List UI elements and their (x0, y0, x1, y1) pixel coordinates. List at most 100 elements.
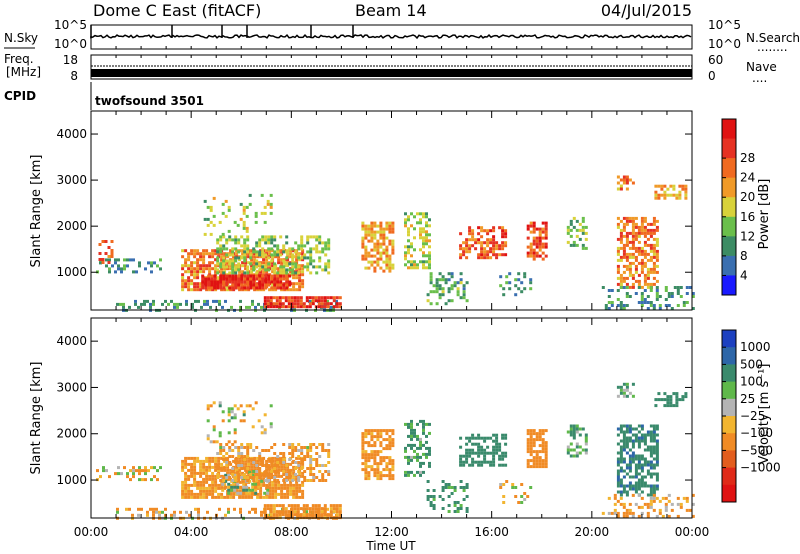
heatmap-cell (646, 493, 650, 497)
heatmap-cell (231, 262, 235, 266)
heatmap-cell (382, 242, 386, 246)
heatmap-cell (326, 305, 330, 309)
heatmap-cell (227, 419, 231, 423)
heatmap-cell (622, 514, 626, 518)
heatmap-cell (616, 267, 620, 271)
heatmap-cell (631, 511, 635, 515)
heatmap-cell (231, 467, 235, 470)
heatmap-cell (532, 242, 536, 246)
heatmap-cell (241, 495, 245, 499)
heatmap-cell (572, 433, 576, 437)
heatmap-cell (526, 227, 530, 231)
heatmap-cell (382, 468, 386, 472)
heatmap-cell (263, 431, 267, 435)
heatmap-cell (276, 479, 280, 482)
heatmap-cell (578, 433, 582, 437)
heatmap-cell (190, 468, 194, 472)
heatmap-cell (297, 461, 301, 464)
heatmap-cell (277, 255, 281, 259)
heatmap-cell (234, 235, 238, 239)
heatmap-cell (287, 302, 291, 306)
heatmap-cell (410, 263, 413, 267)
heatmap-cell (622, 243, 626, 247)
heatmap-cell (220, 267, 224, 271)
heatmap-cell (619, 307, 623, 310)
heatmap-cell (495, 247, 499, 251)
heatmap-cell (129, 469, 132, 473)
heatmap-cell (179, 302, 182, 306)
heatmap-cell (649, 289, 653, 292)
heatmap-cell (660, 398, 664, 402)
heatmap-cell (228, 449, 232, 452)
heatmap-cell (643, 433, 647, 437)
heatmap-cell (241, 264, 245, 268)
heatmap-cell (234, 268, 238, 272)
heatmap-cell (471, 463, 475, 467)
heatmap-cell (202, 465, 206, 469)
heatmap-cell (544, 221, 548, 225)
time-tick-label: 08:00 (274, 525, 309, 539)
heatmap-cell (428, 254, 431, 258)
heatmap-cell (187, 270, 191, 274)
heatmap-cell (199, 471, 203, 475)
heatmap-cell (652, 237, 656, 241)
heatmap-cell (410, 437, 413, 441)
heatmap-cell (234, 283, 238, 287)
heatmap-cell (535, 245, 539, 249)
heatmap-cell (373, 245, 377, 249)
heatmap-cell (239, 507, 242, 511)
heatmap-cell (425, 233, 428, 237)
heatmap-cell (385, 447, 389, 451)
heatmap-cell (669, 404, 673, 408)
heatmap-cell (640, 285, 644, 289)
heatmap-cell (376, 260, 380, 264)
heatmap-cell (622, 279, 626, 283)
heatmap-cell (280, 258, 284, 262)
heatmap-cell (391, 438, 395, 442)
heatmap-cell (273, 286, 277, 290)
heatmap-cell (288, 476, 292, 479)
heatmap-cell (321, 476, 325, 479)
heatmap-cell (234, 277, 238, 281)
heatmap-cell (196, 492, 200, 496)
heatmap-cell (413, 431, 416, 435)
heatmap-cell (508, 281, 512, 285)
heatmap-cell (492, 238, 496, 242)
heatmap-cell (628, 511, 632, 515)
heatmap-cell (214, 495, 218, 499)
heatmap-cell (264, 286, 268, 290)
heatmap-cell (184, 261, 188, 265)
heatmap-cell (379, 230, 383, 234)
heatmap-cell (613, 508, 617, 512)
heatmap-cell (410, 224, 413, 228)
heatmap-cell (610, 289, 614, 292)
heatmap-cell (428, 464, 431, 468)
heatmap-cell (634, 225, 638, 229)
freq-unit-label: [MHz] (6, 65, 41, 79)
heatmap-cell (222, 446, 226, 449)
heatmap-cell (441, 480, 445, 483)
heatmap-cell (498, 253, 502, 257)
heatmap-cell (429, 504, 433, 507)
heatmap-cell (226, 255, 230, 259)
heatmap-cell (532, 432, 536, 436)
heatmap-cell (277, 471, 281, 475)
heatmap-cell (268, 486, 272, 490)
heatmap-cell (262, 477, 266, 481)
heatmap-cell (622, 222, 626, 226)
heatmap-cell (425, 212, 428, 216)
heatmap-cell (480, 253, 484, 257)
heatmap-cell (222, 476, 226, 479)
heatmap-cell (459, 457, 463, 461)
heatmap-cell (480, 229, 484, 233)
heatmap-cell (258, 238, 262, 242)
heatmap-cell (243, 455, 247, 458)
heatmap-cell (410, 431, 413, 435)
heatmap-cell (276, 461, 280, 464)
heatmap-cell (338, 302, 342, 306)
heatmap-cell (459, 247, 463, 251)
heatmap-cell (477, 238, 481, 242)
heatmap-cell (300, 461, 304, 464)
heatmap-cell (181, 465, 185, 469)
heatmap-cell (270, 238, 274, 242)
